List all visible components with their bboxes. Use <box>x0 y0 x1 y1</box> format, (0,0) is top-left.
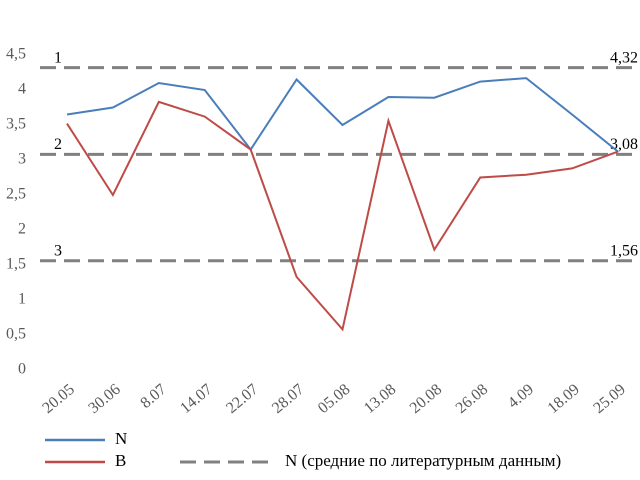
x-tick-label: 28.07 <box>269 381 308 417</box>
x-tick-label: 25.09 <box>590 381 629 417</box>
y-tick-label: 2,5 <box>6 186 26 203</box>
reference-number: 1 <box>54 49 62 66</box>
y-tick-label: 1 <box>18 291 26 308</box>
y-tick-label: 2 <box>18 221 26 238</box>
y-tick-label: 1,5 <box>6 256 26 273</box>
reference-number: 3 <box>54 242 62 259</box>
y-tick-label: 0 <box>18 361 26 378</box>
y-tick-label: 3 <box>18 151 26 168</box>
y-tick-label: 3,5 <box>6 116 26 133</box>
y-tick-label: 4 <box>18 81 26 98</box>
x-tick-label: 05.08 <box>315 381 354 417</box>
x-tick-label: 30.06 <box>85 381 124 417</box>
legend-label: B <box>115 451 126 470</box>
reference-value-label: 3,08 <box>610 136 638 153</box>
x-tick-label: 26.08 <box>453 381 492 417</box>
series-line <box>66 100 619 332</box>
series-line <box>66 77 619 153</box>
x-tick-label: 20.08 <box>407 381 446 417</box>
legend-label: N <box>115 429 127 448</box>
x-tick-label: 20.05 <box>39 381 78 417</box>
legend-label: N (средние по литературным данным) <box>285 451 561 470</box>
y-tick-label: 4,5 <box>6 46 26 63</box>
x-tick-label: 14.07 <box>177 381 216 417</box>
reference-value-label: 4,32 <box>610 49 638 66</box>
x-tick-label: 13.08 <box>361 381 400 417</box>
reference-number: 2 <box>54 136 62 153</box>
reference-value-label: 1,56 <box>610 242 638 259</box>
y-tick-label: 0,5 <box>6 326 26 343</box>
x-tick-label: 18.09 <box>545 381 584 417</box>
x-tick-label: 4.09 <box>505 381 537 412</box>
x-tick-label: 22.07 <box>223 381 262 417</box>
x-tick-label: 8.07 <box>137 381 169 412</box>
